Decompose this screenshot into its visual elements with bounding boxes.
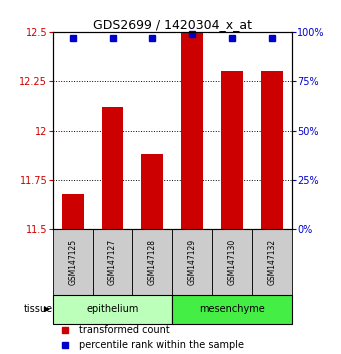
Bar — [252, 229, 292, 295]
Bar — [132, 229, 172, 295]
Text: GSM147127: GSM147127 — [108, 239, 117, 285]
Bar — [142, 154, 163, 229]
Text: GSM147129: GSM147129 — [188, 239, 197, 285]
Bar — [102, 107, 123, 229]
Bar — [53, 295, 172, 324]
Text: GSM147130: GSM147130 — [227, 239, 236, 285]
Bar — [62, 194, 84, 229]
Text: GSM147128: GSM147128 — [148, 239, 157, 285]
Bar — [261, 71, 283, 229]
Bar — [221, 71, 243, 229]
Text: percentile rank within the sample: percentile rank within the sample — [79, 340, 244, 350]
Text: transformed count: transformed count — [79, 325, 170, 336]
Bar — [93, 229, 132, 295]
Bar — [212, 229, 252, 295]
Title: GDS2699 / 1420304_x_at: GDS2699 / 1420304_x_at — [93, 18, 252, 31]
Bar — [172, 295, 292, 324]
Bar — [53, 229, 93, 295]
Text: GSM147125: GSM147125 — [68, 239, 77, 285]
Text: epithelium: epithelium — [86, 304, 139, 314]
Bar — [172, 229, 212, 295]
Text: tissue: tissue — [24, 304, 53, 314]
Text: GSM147132: GSM147132 — [267, 239, 276, 285]
Bar — [181, 32, 203, 229]
Text: mesenchyme: mesenchyme — [199, 304, 265, 314]
